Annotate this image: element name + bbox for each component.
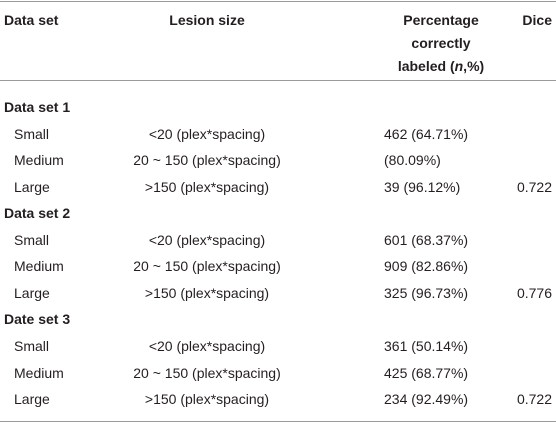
lesion-size: 20 ~ 150 (plex*spacing)	[133, 258, 281, 275]
dice: 0.722	[516, 391, 552, 408]
row-label: Small	[14, 231, 50, 248]
header-cell: labeled (n,%)	[398, 57, 484, 75]
rule	[0, 80, 556, 81]
row-label: Small	[14, 338, 50, 355]
percentage: 325 (96.73%)	[384, 284, 469, 301]
percentage: 361 (50.14%)	[384, 338, 469, 355]
header-text: n	[454, 58, 464, 74]
header-cell: Data set	[4, 12, 59, 28]
header-cell: Lesion size	[169, 12, 245, 28]
group-label: Data set 2	[4, 205, 71, 222]
lesion-size: >150 (plex*spacing)	[144, 391, 270, 408]
row-label: Medium	[14, 364, 64, 381]
lesion-size: <20 (plex*spacing)	[148, 338, 266, 355]
rule	[0, 421, 556, 422]
lesion-size: >150 (plex*spacing)	[144, 284, 270, 301]
lesion-size: >150 (plex*spacing)	[144, 178, 270, 195]
header-cell: Percentage	[403, 12, 479, 28]
percentage: 234 (92.49%)	[384, 391, 469, 408]
lesion-size: <20 (plex*spacing)	[148, 231, 266, 248]
percentage: 425 (68.77%)	[384, 364, 469, 381]
row-label: Large	[14, 178, 50, 195]
row-label: Small	[14, 125, 50, 142]
percentage: 462 (64.71%)	[384, 125, 469, 142]
rule	[0, 1, 556, 2]
lesion-size: 20 ~ 150 (plex*spacing)	[133, 152, 281, 169]
percentage: 601 (68.37%)	[384, 231, 469, 248]
header-cell: correctly	[411, 35, 471, 51]
row-label: Medium	[14, 152, 64, 169]
dice: 0.776	[516, 284, 552, 301]
lesion-size: <20 (plex*spacing)	[148, 125, 266, 142]
lesion-size: 20 ~ 150 (plex*spacing)	[133, 364, 281, 381]
dice: 0.722	[516, 178, 552, 195]
header-cell: Dice	[522, 12, 552, 28]
header-text: ,%)	[463, 58, 485, 74]
row-label: Large	[14, 284, 50, 301]
group-label: Data set 1	[4, 99, 71, 115]
row-label: Medium	[14, 258, 64, 275]
group-label: Date set 3	[4, 311, 71, 328]
percentage: 39 (96.12%)	[384, 178, 461, 195]
percentage: (80.09%)	[384, 152, 441, 169]
header-text: labeled (	[397, 58, 455, 74]
row-label: Large	[14, 391, 50, 408]
percentage: 909 (82.86%)	[384, 258, 469, 275]
